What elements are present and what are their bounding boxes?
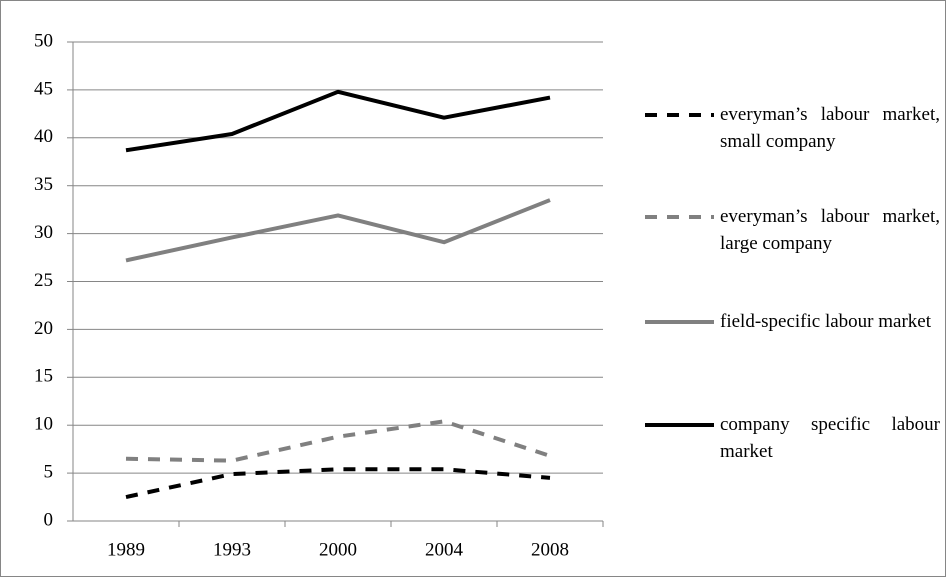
series-line xyxy=(125,89,551,153)
y-tick-label: 45 xyxy=(34,78,53,99)
y-tick-label: 50 xyxy=(34,30,53,51)
y-tick-label: 0 xyxy=(44,509,54,530)
y-tick-label: 40 xyxy=(34,126,53,147)
y-tick-label: 5 xyxy=(44,461,54,482)
series-line xyxy=(125,419,551,463)
y-tick-label: 20 xyxy=(34,318,53,339)
legend-label: company specific labour market xyxy=(720,414,940,462)
series-line xyxy=(125,198,551,263)
x-tick-label: 2008 xyxy=(531,539,569,560)
series-line xyxy=(125,467,551,500)
legend-label: field-specific labour market xyxy=(720,311,932,332)
x-tick-label: 1993 xyxy=(213,539,251,560)
y-tick-label: 35 xyxy=(34,174,53,195)
y-tick-label: 25 xyxy=(34,270,53,291)
legend-label: everyman’s labour market, large company xyxy=(720,206,940,254)
x-tick-label: 2000 xyxy=(319,539,357,560)
legend-label: everyman’s labour market, small company xyxy=(720,104,940,152)
y-tick-label: 10 xyxy=(34,414,53,435)
y-tick-label: 30 xyxy=(34,222,53,243)
x-tick-label: 1989 xyxy=(107,539,145,560)
x-tick-label: 2004 xyxy=(425,539,464,560)
y-tick-label: 15 xyxy=(34,366,53,387)
